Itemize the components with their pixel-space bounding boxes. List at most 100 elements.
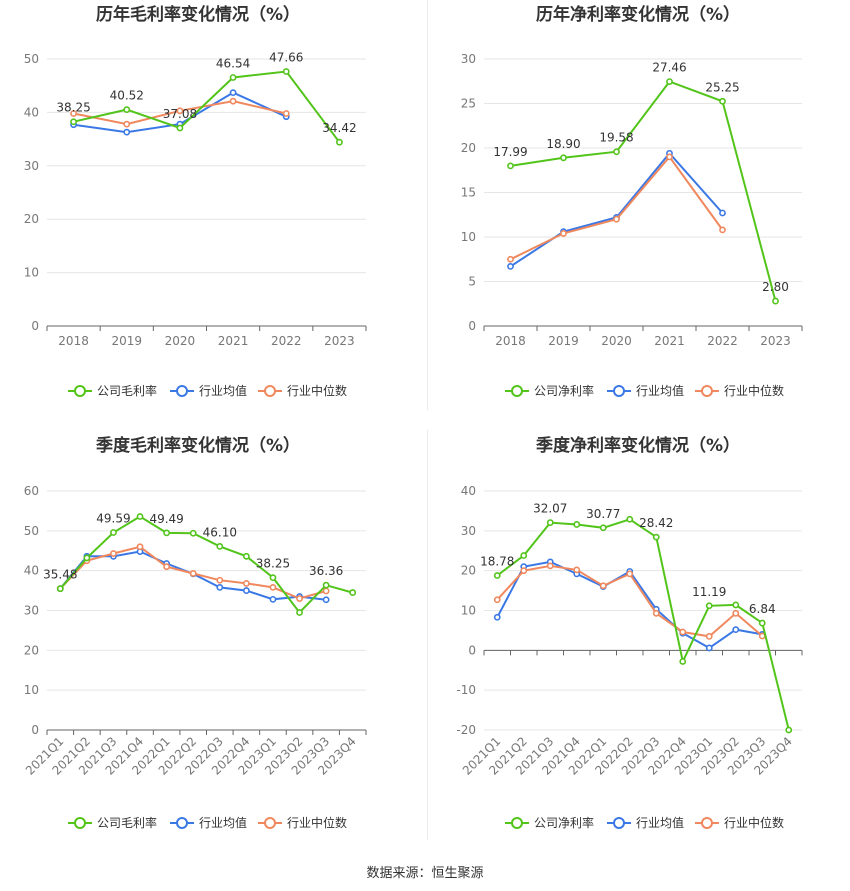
data-point-company	[732, 601, 740, 609]
vertical-divider	[427, 0, 428, 410]
data-point-company	[507, 162, 514, 170]
data-point-industry-median	[705, 632, 713, 640]
y-tick-label: 25	[461, 97, 476, 111]
data-point-industry-avg	[705, 644, 713, 652]
legend-item-industry-avg[interactable]: 行业均值	[607, 815, 684, 830]
legend-circle-icon	[74, 385, 86, 397]
data-point-industry-median	[679, 628, 687, 636]
y-tick-label: 20	[461, 141, 476, 155]
legend-circle-icon	[701, 817, 713, 829]
data-label: 18.90	[546, 137, 580, 151]
legend-item-industry-median[interactable]: 行业中位数	[258, 815, 347, 830]
y-tick-label: 0	[468, 319, 476, 333]
y-tick-label: 50	[24, 524, 39, 538]
data-point-company	[560, 154, 567, 162]
data-point-company	[229, 74, 237, 81]
legend-label: 公司毛利率	[97, 815, 157, 830]
data-point-industry-median	[626, 570, 634, 578]
data-label: 11.19	[692, 585, 726, 599]
y-tick-label: 0	[31, 319, 39, 333]
legend-circle-icon	[176, 385, 188, 397]
legend-item-industry-median[interactable]: 行业中位数	[695, 815, 784, 830]
x-tick-label: 2018	[58, 334, 89, 348]
x-tick-label: 2021	[218, 334, 249, 348]
x-tick-label: 2019	[111, 334, 142, 348]
y-tick-label: 10	[461, 230, 476, 244]
legend-item-industry-median[interactable]: 行业中位数	[258, 383, 347, 398]
data-label: 25.25	[705, 80, 739, 94]
data-point-company	[176, 124, 184, 132]
vertical-divider-lower	[427, 430, 428, 840]
data-point-industry-median	[229, 97, 237, 105]
data-point-industry-avg	[242, 587, 250, 594]
series-line-company	[496, 518, 790, 731]
data-point-company	[785, 726, 793, 734]
data-point-industry-median	[732, 609, 740, 617]
legend-circle-icon	[701, 385, 713, 397]
data-label: 40.52	[110, 89, 144, 103]
data-point-industry-median	[110, 550, 117, 557]
y-tick-label: 30	[461, 524, 476, 538]
data-label: 28.42	[639, 516, 673, 530]
data-point-industry-median	[123, 120, 131, 128]
data-label: 6.84	[749, 602, 776, 616]
legend-label: 行业中位数	[287, 815, 347, 830]
y-tick-label: 30	[24, 604, 39, 618]
data-point-company	[322, 581, 330, 589]
data-label: 27.46	[652, 61, 686, 75]
data-point-industry-avg	[732, 626, 740, 634]
legend-label: 行业均值	[199, 383, 247, 398]
data-point-industry-median	[546, 562, 554, 570]
data-point-industry-median	[719, 226, 726, 234]
data-point-industry-median	[322, 587, 330, 595]
data-point-company	[269, 574, 277, 582]
data-point-company	[666, 78, 673, 86]
data-point-industry-median	[666, 153, 673, 161]
data-point-company	[349, 589, 357, 596]
data-point-industry-avg	[123, 128, 131, 136]
data-label: 35.48	[43, 568, 77, 582]
legend-item-company[interactable]: 公司毛利率	[68, 383, 157, 398]
series-line-company	[59, 515, 353, 615]
legend-item-industry-avg[interactable]: 行业均值	[170, 815, 247, 830]
data-point-company	[136, 513, 144, 520]
legend-item-company[interactable]: 公司净利率	[505, 815, 594, 830]
legend-item-industry-median[interactable]: 行业中位数	[695, 383, 784, 398]
data-point-industry-median	[269, 583, 277, 591]
legend-label: 行业中位数	[724, 815, 784, 830]
data-point-company	[189, 529, 197, 537]
legend-item-company[interactable]: 公司净利率	[505, 383, 594, 398]
legend-item-industry-avg[interactable]: 行业均值	[170, 383, 247, 398]
data-point-industry-median	[573, 566, 581, 574]
x-tick-label: 2023	[324, 334, 355, 348]
y-tick-label: 40	[461, 484, 476, 498]
legend-item-industry-avg[interactable]: 行业均值	[607, 383, 684, 398]
data-label: 49.49	[149, 512, 183, 526]
legend-label: 公司毛利率	[97, 383, 157, 398]
data-point-industry-median	[163, 563, 171, 571]
data-point-industry-median	[493, 596, 501, 604]
legend-item-company[interactable]: 公司毛利率	[68, 815, 157, 830]
y-tick-label: 30	[24, 159, 39, 173]
data-point-company	[216, 542, 224, 550]
data-point-company	[163, 529, 171, 537]
data-point-company	[772, 297, 779, 305]
data-label: 18.78	[480, 555, 514, 569]
data-point-industry-median	[176, 107, 184, 115]
x-tick-label: 2020	[601, 334, 632, 348]
data-label: 19.58	[599, 131, 633, 145]
y-tick-label: 40	[24, 564, 39, 578]
data-label: 32.07	[533, 502, 567, 516]
data-point-industry-median	[652, 609, 660, 617]
data-point-company	[520, 552, 528, 559]
legend-circle-icon	[74, 817, 86, 829]
y-tick-label: 20	[24, 212, 39, 226]
y-tick-label: 0	[468, 643, 476, 657]
data-point-industry-median	[599, 582, 607, 590]
data-point-company	[296, 609, 303, 616]
series-line-industry-avg	[509, 151, 724, 268]
data-point-company	[626, 515, 634, 523]
data-label: 46.10	[203, 525, 237, 539]
chart-panel-2: 历年净利率变化情况（%） 0 5 10 15 20 25 30 2018 2019 2020 2021…	[461, 4, 803, 398]
data-point-industry-avg	[322, 596, 330, 604]
